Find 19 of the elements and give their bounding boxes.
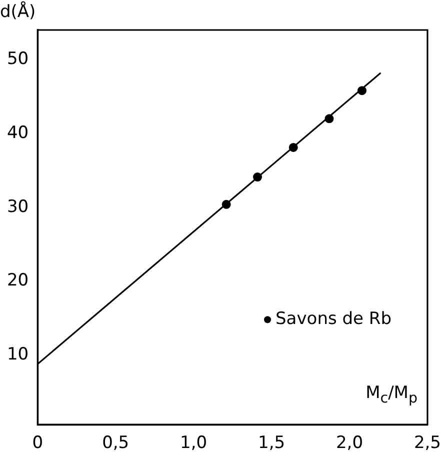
- y-tick-label: 10: [6, 344, 29, 365]
- x-axis-title: M$_{c}$/M$_{p}$: [366, 382, 418, 406]
- y-axis-title: d(Å): [0, 2, 36, 22]
- x-tick-label: 2,0: [336, 433, 364, 454]
- point: [357, 86, 366, 96]
- x-tick-label: 0: [32, 433, 44, 454]
- x-tick-label: 1,5: [258, 433, 286, 454]
- x-tick-label: 0,5: [102, 433, 130, 454]
- y-tick-label: 40: [6, 122, 29, 143]
- x-tick-label: 1,0: [180, 433, 208, 454]
- legend-label: Savons de Rb: [276, 309, 392, 330]
- point: [222, 200, 231, 209]
- y-tick-label: 20: [6, 270, 29, 291]
- y-tick-label: 50: [6, 48, 29, 69]
- y-tick-label: 30: [6, 196, 29, 217]
- point: [253, 172, 262, 182]
- point: [288, 142, 298, 152]
- point: [324, 114, 334, 124]
- x-tick-label: 2,5: [414, 433, 442, 454]
